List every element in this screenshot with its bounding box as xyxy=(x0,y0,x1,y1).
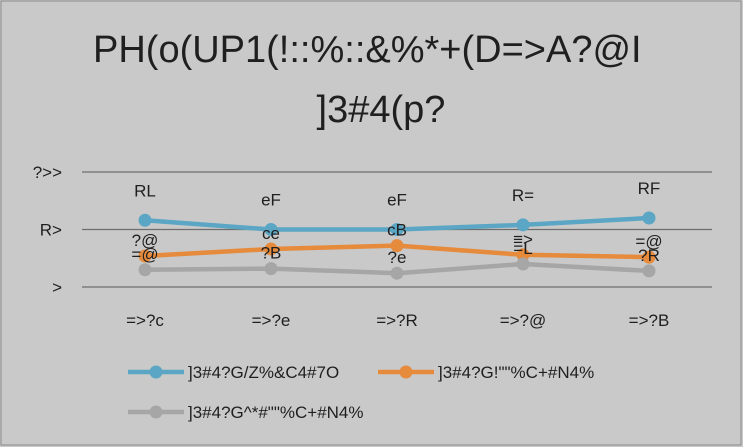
data-label: RL xyxy=(134,181,156,200)
data-label: cB xyxy=(387,221,407,240)
data-point xyxy=(516,218,530,232)
y-axis-ticks: > R> ?>> xyxy=(33,163,62,297)
data-point xyxy=(390,266,404,280)
legend-entry-label: ]3#4?G!""%C+#N4% xyxy=(438,363,594,382)
data-point xyxy=(642,250,656,264)
data-point xyxy=(138,249,152,263)
data-label: ?e xyxy=(388,248,407,267)
data-point xyxy=(264,262,278,276)
data-label: eF xyxy=(387,191,407,210)
legend-entry-label: ]3#4?G^*#""%C+#N4% xyxy=(188,403,364,422)
x-tick-label: =>?R xyxy=(376,311,418,330)
chart-title-line-1: PH(o(UP1(!::%::&%*+(D=>A?@I xyxy=(93,29,642,71)
y-tick-label: R> xyxy=(40,221,62,240)
data-label: ≡> xyxy=(513,230,533,249)
x-axis-ticks: =>?c =>?e =>?R =>?@ =>?B xyxy=(126,311,669,330)
data-point xyxy=(390,239,404,253)
legend-swatch-marker xyxy=(149,405,163,419)
data-point xyxy=(642,211,656,225)
data-labels: RL eF eF R= RF ?@ ce cB ≡> =@ =@ ?B ?e =L ?R xyxy=(131,179,662,267)
data-label: =L xyxy=(513,239,532,258)
series-layer xyxy=(138,211,656,280)
data-label: ?@ xyxy=(132,231,159,250)
data-label: ?R xyxy=(638,246,660,265)
data-label: =@ xyxy=(635,232,662,251)
chart-title-line-2: ]3#4(p? xyxy=(317,89,446,131)
legend-swatch-marker xyxy=(399,365,413,379)
x-tick-label: =>?B xyxy=(629,311,670,330)
data-point xyxy=(264,242,278,256)
data-label: ce xyxy=(262,224,280,243)
data-label: =@ xyxy=(131,245,158,264)
data-label: R= xyxy=(512,186,534,205)
data-label: ?B xyxy=(261,244,282,263)
legend: ]3#4?G/Z%&C4#7O ]3#4?G!""%C+#N4% ]3#4?G^*#… xyxy=(128,363,594,422)
data-point xyxy=(138,213,152,227)
data-point xyxy=(138,263,152,277)
data-label: eF xyxy=(261,191,281,210)
legend-swatch-marker xyxy=(149,365,163,379)
data-point xyxy=(390,223,404,236)
x-tick-label: =>?e xyxy=(252,311,291,330)
data-point xyxy=(516,248,530,262)
x-tick-label: =>?c xyxy=(126,311,164,330)
legend-entry-label: ]3#4?G/Z%&C4#7O xyxy=(188,363,339,382)
x-tick-label: =>?@ xyxy=(500,311,547,330)
y-tick-label: > xyxy=(52,278,62,297)
data-label: RF xyxy=(638,179,661,198)
data-point xyxy=(264,223,278,236)
data-point xyxy=(516,257,530,271)
y-tick-label: ?>> xyxy=(33,163,62,182)
data-point xyxy=(642,264,656,278)
